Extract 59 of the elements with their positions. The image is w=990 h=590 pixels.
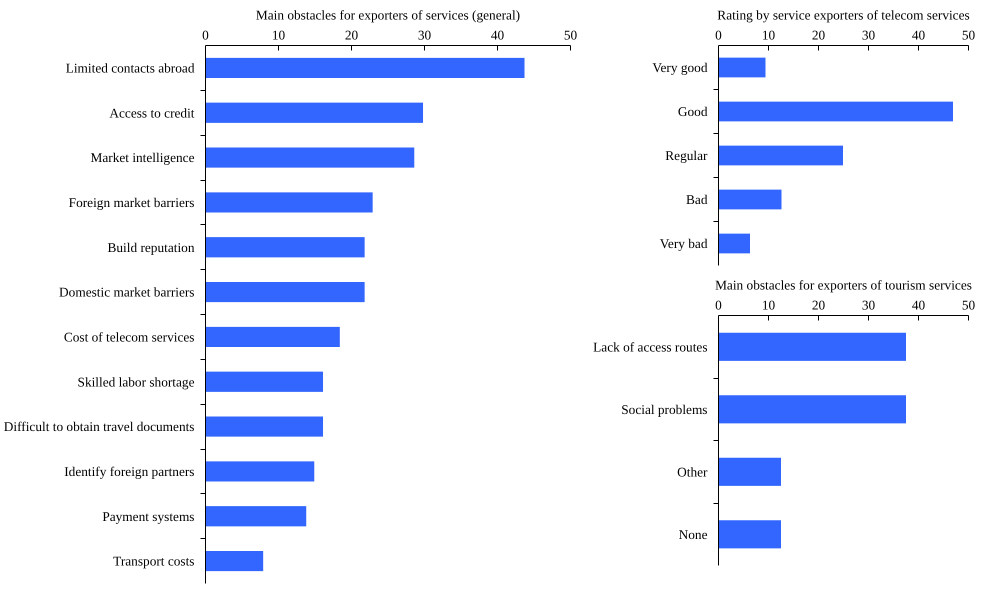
y-tick-label: Very bad: [660, 236, 708, 251]
x-tick-label: 50: [962, 298, 976, 312]
y-tick-label: Social problems: [621, 402, 708, 417]
bar: [206, 461, 314, 482]
y-tick-label: Payment systems: [102, 508, 195, 524]
bar: [206, 147, 414, 168]
x-tick-label: 20: [344, 28, 358, 42]
y-tick-label: Identify foreign partners: [64, 464, 195, 479]
y-tick-label: None: [678, 526, 708, 542]
bar: [718, 146, 843, 166]
y-tick-label: Foreign market barriers: [68, 194, 195, 210]
bar: [718, 58, 766, 78]
chart-title: Rating by service exporters of telecom services: [717, 8, 970, 22]
y-tick-label: Lack of access routes: [593, 339, 708, 354]
y-tick-label: Regular: [665, 148, 708, 163]
bar: [206, 102, 424, 123]
bar: [206, 58, 525, 78]
x-tick-label: 40: [912, 28, 926, 42]
x-tick-label: 10: [762, 298, 776, 312]
y-tick-label: Difficult to obtain travel documents: [4, 419, 195, 434]
y-tick-label: Transport costs: [113, 554, 195, 569]
y-tick-label: Good: [678, 104, 708, 119]
x-tick-label: 30: [862, 28, 876, 42]
y-tick-label: Domestic market barriers: [59, 284, 195, 300]
x-tick-label: 0: [202, 28, 210, 42]
bar: [718, 234, 750, 254]
y-tick-label: Very good: [652, 60, 708, 75]
bar: [206, 506, 306, 526]
y-tick-label: Other: [677, 464, 708, 480]
bar: [718, 102, 953, 122]
y-tick-label: Limited contacts abroad: [66, 60, 195, 76]
bar: [206, 192, 373, 213]
y-tick-label: Bad: [686, 192, 708, 207]
bar: [718, 190, 782, 210]
bar: [206, 237, 365, 258]
chart-title: Main obstacles for exporters of tourism services: [715, 278, 972, 292]
x-tick-label: 40: [490, 28, 504, 42]
bar: [206, 372, 324, 392]
bar: [206, 326, 340, 348]
x-tick-label: 30: [418, 28, 432, 42]
x-tick-label: 40: [912, 298, 926, 312]
y-tick-label: Access to credit: [109, 105, 195, 120]
x-tick-label: 30: [862, 298, 876, 312]
y-tick-label: Build reputation: [108, 240, 195, 255]
x-tick-label: 50: [962, 28, 976, 42]
x-tick-label: 10: [272, 28, 286, 42]
chart-title: Main obstacles for exporters of services (general): [256, 8, 520, 22]
x-tick-label: 0: [715, 298, 722, 312]
y-tick-label: Cost of telecom services: [64, 329, 195, 344]
x-tick-label: 10: [762, 28, 776, 42]
bar: [206, 550, 264, 572]
x-tick-label: 50: [564, 28, 578, 42]
y-tick-label: Market intelligence: [90, 150, 195, 166]
bar: [206, 282, 365, 302]
y-tick-label: Skilled labor shortage: [78, 374, 195, 390]
x-tick-label: 20: [812, 298, 826, 312]
x-tick-label: 0: [715, 28, 722, 42]
x-tick-label: 20: [812, 28, 826, 42]
bar: [206, 416, 324, 437]
